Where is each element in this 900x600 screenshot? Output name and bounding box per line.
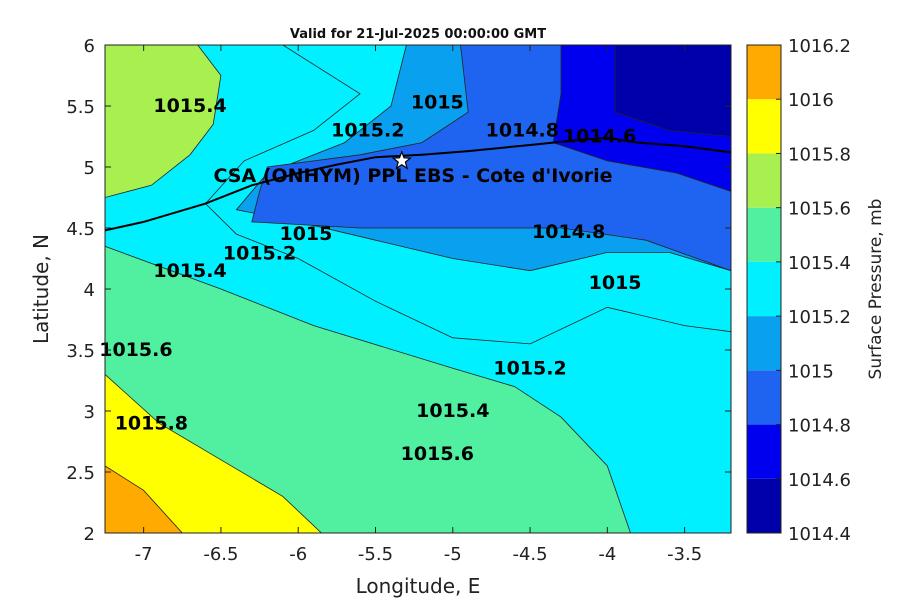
colorbar-band (747, 370, 781, 425)
y-tick-label: 5 (84, 158, 95, 179)
colorbar-band (747, 207, 781, 262)
pressure-region-1 (105, 245, 631, 533)
y-tick-label: 5.5 (66, 97, 95, 118)
colorbar-band (747, 316, 781, 371)
colorbar-tick-label: 1015.6 (788, 199, 851, 220)
colorbar-tick-label: 1014.4 (788, 524, 851, 545)
coastline-line (105, 136, 731, 232)
station-star-icon (391, 150, 412, 170)
colorbar-tick-label: 1014.6 (788, 470, 851, 491)
x-tick-label: -5 (444, 544, 462, 565)
y-axis-ticks: 2 2.5 3 3.5 4 4.5 5 5.5 6 (66, 36, 731, 545)
pressure-region-2 (105, 373, 322, 533)
pressure-region-4 (105, 45, 222, 198)
colorbar-tick-label: 1015.2 (788, 307, 851, 328)
colorbar-tick-label: 1016.2 (788, 36, 851, 57)
colorbar-tick-label: 1015.4 (788, 253, 851, 274)
x-axis-title: Longitude, E (356, 574, 481, 598)
colorbar-band (747, 424, 781, 479)
contour-label: 1015.8 (115, 412, 188, 434)
contour-label: 1015.2 (493, 357, 566, 379)
pressure-region-9 (614, 45, 731, 137)
station-marker-group: CSA (ONHYM) PPL EBS - Cote d'Ivorie (213, 150, 613, 187)
x-tick-label: -4.5 (512, 544, 547, 565)
y-tick-label: 6 (84, 36, 95, 57)
colorbar-title: Surface Pressure, mb (866, 199, 886, 380)
contour-label: 1015 (411, 91, 464, 113)
colorbar-band (747, 153, 781, 208)
contour-label: 1015.6 (99, 339, 172, 361)
contour-label: 1015 (279, 223, 332, 245)
x-tick-label: -7 (135, 544, 153, 565)
contour-label: 1015 (589, 272, 642, 294)
y-tick-label: 3 (84, 402, 95, 423)
y-axis-title: Latitude, N (29, 234, 53, 344)
chart-title: Valid for 21-Jul-2025 00:00:00 GMT (290, 27, 546, 42)
coastline (105, 136, 731, 232)
colorbar-tick-label: 1015 (788, 361, 834, 382)
y-tick-label: 3.5 (66, 341, 95, 362)
pressure-regions (105, 45, 731, 533)
colorbar-band (747, 45, 781, 100)
colorbar: 1014.4 1014.6 1014.8 1015 1015.2 1015.4 1015.6… (746, 36, 851, 545)
colorbar-band (747, 261, 781, 317)
contour-label: 1015.2 (331, 120, 404, 142)
colorbar-tick-label: 1015.8 (788, 144, 851, 165)
contour-label: 1015.4 (153, 95, 226, 117)
pressure-region-3 (105, 465, 183, 533)
colorbar-frame (746, 44, 782, 534)
contour-label: 1015.2 (223, 243, 296, 265)
x-tick-label: -5.5 (358, 544, 393, 565)
contour-label: 1014.6 (563, 126, 636, 148)
x-tick-label: -4 (598, 544, 616, 565)
contour-label: 1015.4 (416, 400, 489, 422)
contour-label: 1014.8 (486, 120, 559, 142)
contour-label: 1015.6 (401, 443, 474, 465)
colorbar-tick-label: 1014.8 (788, 416, 851, 437)
y-tick-label: 4 (84, 280, 95, 301)
y-tick-label: 4.5 (66, 219, 95, 240)
x-tick-label: -6 (289, 544, 307, 565)
colorbar-band (747, 478, 781, 533)
colorbar-tick-label: 1016 (788, 90, 834, 111)
contour-label: 1015.4 (153, 260, 226, 282)
y-tick-label: 2.5 (66, 463, 95, 484)
x-axis-ticks: -7 -6.5 -6 -5.5 -5 -4.5 -4 -3.5 (135, 45, 702, 565)
x-tick-label: -3.5 (667, 544, 702, 565)
station-label: CSA (ONHYM) PPL EBS - Cote d'Ivorie (213, 165, 612, 187)
contour-label: 1014.8 (532, 221, 605, 243)
x-tick-label: -6.5 (203, 544, 238, 565)
y-tick-label: 2 (84, 524, 95, 545)
colorbar-band (747, 99, 781, 154)
